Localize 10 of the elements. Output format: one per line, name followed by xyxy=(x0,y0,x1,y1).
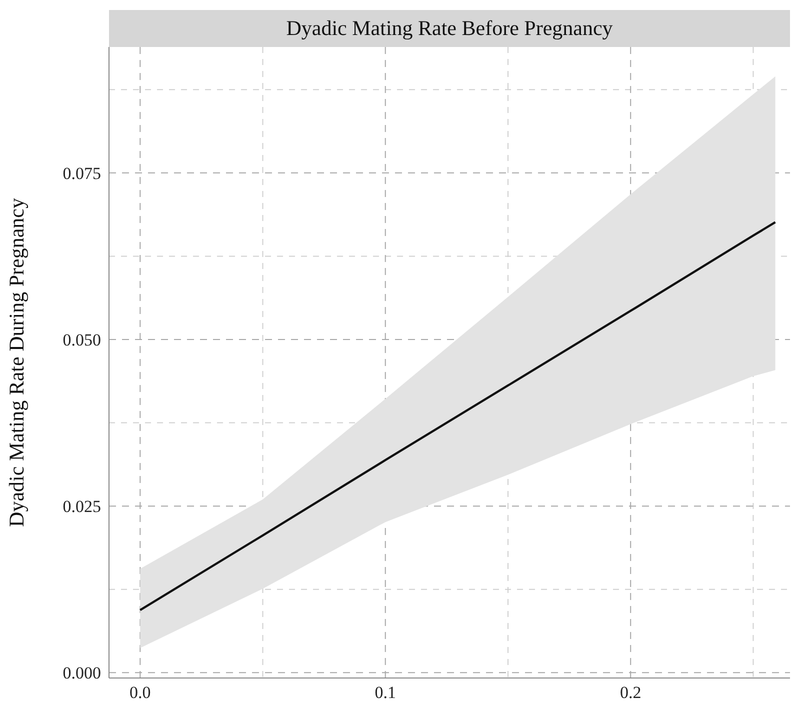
y-tick-label: 0.075 xyxy=(62,164,101,183)
y-tick-label: 0.050 xyxy=(62,330,101,350)
y-tick-label: 0.000 xyxy=(62,664,101,683)
x-tick-label: 0.1 xyxy=(374,683,396,702)
y-axis-title: Dyadic Mating Rate During Pregnancy xyxy=(4,198,28,527)
y-tick-label: 0.025 xyxy=(62,497,101,516)
line-series xyxy=(139,221,776,612)
chart-title: Dyadic Mating Rate Before Pregnancy xyxy=(109,10,790,47)
x-tick-label: 0.2 xyxy=(620,683,642,702)
x-tick-label: 0.0 xyxy=(130,683,151,702)
